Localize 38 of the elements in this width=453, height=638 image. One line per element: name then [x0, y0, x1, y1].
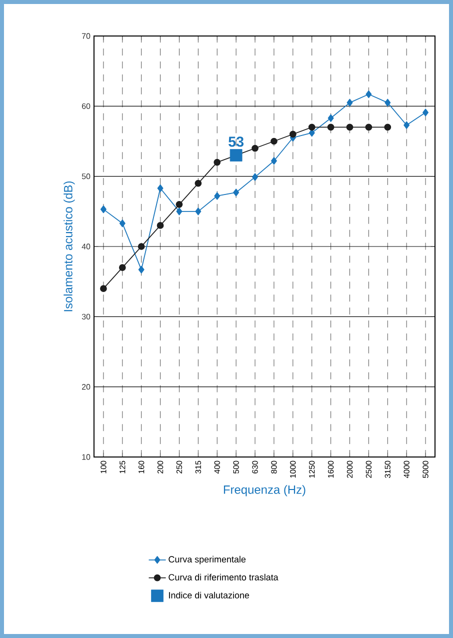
point	[270, 157, 277, 165]
point	[118, 264, 126, 271]
x-axis-title: Frequenza (Hz)	[224, 485, 306, 496]
point	[230, 149, 242, 162]
point	[270, 138, 278, 145]
point	[100, 205, 106, 214]
legend-label: Curva di riferimento traslata	[168, 574, 278, 580]
point	[138, 243, 145, 250]
point	[328, 114, 334, 122]
point	[176, 200, 183, 208]
data-label: 53	[228, 136, 244, 147]
legend-label: Curva sperimentale	[168, 556, 246, 564]
point	[346, 124, 354, 131]
point	[365, 124, 372, 131]
point	[195, 208, 202, 216]
point	[289, 130, 296, 138]
point	[346, 98, 353, 106]
point	[194, 180, 202, 187]
point	[214, 158, 221, 166]
point	[327, 124, 334, 131]
point	[252, 144, 258, 152]
point	[252, 173, 258, 181]
point	[384, 124, 392, 131]
point	[366, 90, 372, 98]
point	[157, 184, 164, 192]
legend-label: Indice di valutazione	[169, 592, 250, 598]
point	[100, 285, 107, 292]
point	[119, 220, 126, 228]
point	[156, 222, 164, 229]
point	[233, 188, 240, 196]
point	[138, 266, 144, 274]
point	[404, 121, 410, 129]
point	[176, 208, 182, 216]
point	[384, 98, 391, 106]
point	[214, 192, 220, 200]
y-axis-title: Isolamento acustico (dB)	[64, 181, 75, 312]
point	[308, 124, 316, 131]
point	[422, 108, 429, 116]
